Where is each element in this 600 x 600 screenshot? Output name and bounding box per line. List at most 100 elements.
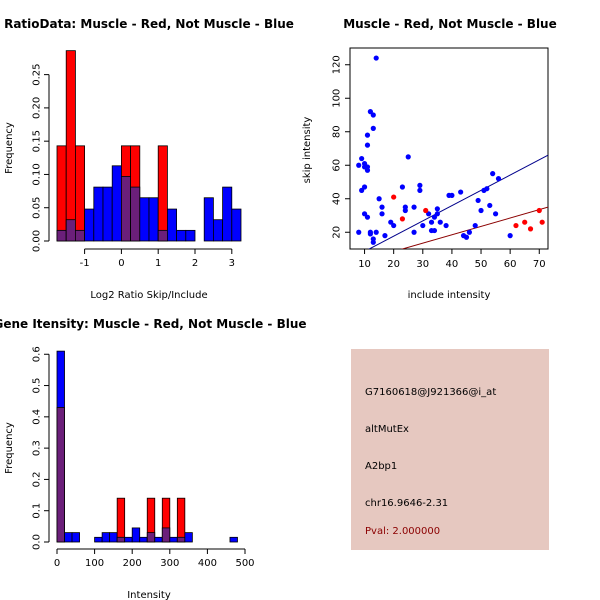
- intensity-histogram-bar: [101, 532, 111, 543]
- not-muscle-point: [420, 222, 426, 229]
- scatter-axes: 10 20 30 40 50 60 70 20 40 60 80 100 120: [332, 55, 546, 270]
- not-muscle-point: [431, 214, 438, 220]
- ratio-histogram-y-tick-label: 0.05: [32, 197, 43, 219]
- ratio-histogram-bar: [56, 145, 67, 242]
- not-muscle-point: [428, 219, 435, 225]
- muscle-point: [423, 207, 429, 214]
- not-muscle-point: [405, 154, 411, 160]
- not-muscle-point: [426, 211, 432, 217]
- ratio-histogram-y-tick-label: 0.10: [32, 163, 43, 185]
- intensity-histogram-bar: [71, 532, 80, 543]
- scatter-y-tick-label: 60: [332, 159, 343, 172]
- not-muscle-point: [370, 236, 376, 242]
- scatter-ylabel: skip intensity: [302, 117, 313, 184]
- not-muscle-point: [431, 227, 438, 234]
- ratio-histogram-overlap-bar: [121, 176, 132, 242]
- not-muscle-point: [417, 187, 423, 193]
- not-muscle-point: [367, 109, 373, 115]
- not-muscle-point: [364, 142, 371, 148]
- intensity-histogram-overlap-bar: [161, 527, 171, 543]
- ratio-histogram-y-tick-label: 0.00: [32, 230, 43, 252]
- info-panel: G7160618@J921366@i_at altMutEx A2bp1 chr…: [351, 349, 549, 550]
- muscle-point: [527, 226, 534, 232]
- not-muscle-point: [458, 189, 464, 195]
- intensity-histogram-x-tick-label: 200: [123, 558, 142, 569]
- not-muscle-point: [370, 125, 376, 131]
- not-muscle-point: [361, 211, 368, 217]
- scatter-x-tick-label: 60: [504, 259, 517, 270]
- scatter-y-tick-label: 120: [332, 55, 343, 74]
- ratio-histogram-bar: [84, 208, 95, 242]
- scatter-y-tick-label: 20: [332, 226, 343, 239]
- intensity-histogram-bar: [229, 536, 238, 543]
- intensity-histogram-ylabel: Frequency: [4, 422, 15, 474]
- not-muscle-point: [356, 229, 362, 235]
- ratio-histogram-overlap-bar: [157, 229, 168, 242]
- scatter-plot-box: [349, 47, 549, 250]
- gene-name: A2bp1: [365, 461, 398, 472]
- not-muscle-point: [379, 204, 385, 210]
- not-muscle-point: [437, 219, 443, 225]
- intensity-histogram-bar: [116, 497, 126, 543]
- intensity-histogram-bar: [64, 532, 73, 543]
- intensity-histogram-y-tick-label: 0.0: [32, 534, 43, 550]
- muscle-point: [391, 194, 397, 200]
- scatter-x-tick-label: 50: [475, 259, 488, 270]
- ratio-histogram-bar: [93, 186, 104, 242]
- not-muscle-point: [434, 206, 440, 212]
- intensity-histogram-bar: [169, 536, 178, 543]
- ratio-histogram-overlap-bar: [56, 229, 67, 242]
- ratio-histogram-overlap-bar: [130, 186, 141, 242]
- chromosome-location: chr16.9646-2.31: [365, 498, 449, 509]
- intensity-histogram-bar: [139, 536, 148, 543]
- not-muscle-point: [449, 192, 455, 198]
- muscle-point: [522, 219, 528, 225]
- not-muscle-point: [370, 112, 376, 118]
- ratio-histogram-y-tick-label: 0.25: [32, 63, 43, 85]
- ratio-histogram-x-tick-label: 0: [118, 258, 124, 269]
- ratio-histogram-x-tick-label: 1: [155, 258, 161, 269]
- ratio-histogram-y-tick-label: 0.20: [32, 97, 43, 119]
- intensity-histogram-axes: 0 100 200 300 400 500 0.0 0.1 0.2 0.3 0.4 0.5 0.6: [32, 346, 255, 569]
- muscle-point: [539, 219, 545, 225]
- intensity-histogram-x-tick-label: 400: [198, 558, 217, 569]
- not-muscle-point: [391, 222, 397, 229]
- muscle-fit-line: [400, 206, 548, 249]
- not-muscle-point: [487, 202, 493, 209]
- not-muscle-point: [417, 182, 423, 188]
- intensity-histogram-y-tick-label: 0.4: [32, 409, 43, 425]
- muscle-point: [536, 207, 542, 214]
- not-muscle-point: [373, 55, 379, 61]
- ratio-histogram-overlap-bar: [75, 229, 86, 242]
- scatter-x-tick-label: 70: [533, 259, 546, 270]
- not-muscle-point: [361, 184, 368, 190]
- not-muscle-point: [490, 171, 496, 177]
- scatter-x-tick-label: 40: [446, 259, 459, 270]
- scatter-fit-lines: [368, 154, 548, 249]
- intensity-histogram-bar: [176, 497, 186, 543]
- pval-text: Pval: 2.000000: [365, 526, 441, 537]
- ratio-histogram-bar: [139, 197, 150, 242]
- intensity-histogram-x-tick-label: 0: [54, 558, 60, 569]
- not-muscle-point: [434, 211, 440, 217]
- ratio-histogram-bar: [111, 165, 122, 242]
- not-muscle-point: [411, 204, 417, 210]
- intensity-histogram-y-tick-label: 0.3: [32, 440, 43, 456]
- not-muscle-point: [495, 176, 502, 182]
- intensity-histogram-bars: [56, 350, 238, 543]
- not-muscle-point: [472, 222, 478, 229]
- not-muscle-point: [367, 231, 373, 237]
- ratio-histogram-overlap-bar: [65, 219, 76, 242]
- not-muscle-point: [373, 229, 379, 235]
- not-muscle-point: [359, 187, 365, 193]
- intensity-histogram-y-tick-label: 0.2: [32, 471, 43, 487]
- not-muscle-point: [466, 229, 472, 235]
- scatter-y-tick-label: 40: [332, 192, 343, 205]
- not-muscle-point: [463, 234, 470, 240]
- intensity-scatter: Muscle - Red, Not Muscle - Blue include …: [302, 17, 557, 301]
- intensity-histogram: Gene Itensity: Muscle - Red, Not Muscle …: [0, 317, 307, 600]
- ratio-histogram-bar: [231, 208, 242, 242]
- intensity-histogram-x-tick-label: 300: [160, 558, 179, 569]
- muscle-point: [399, 216, 406, 222]
